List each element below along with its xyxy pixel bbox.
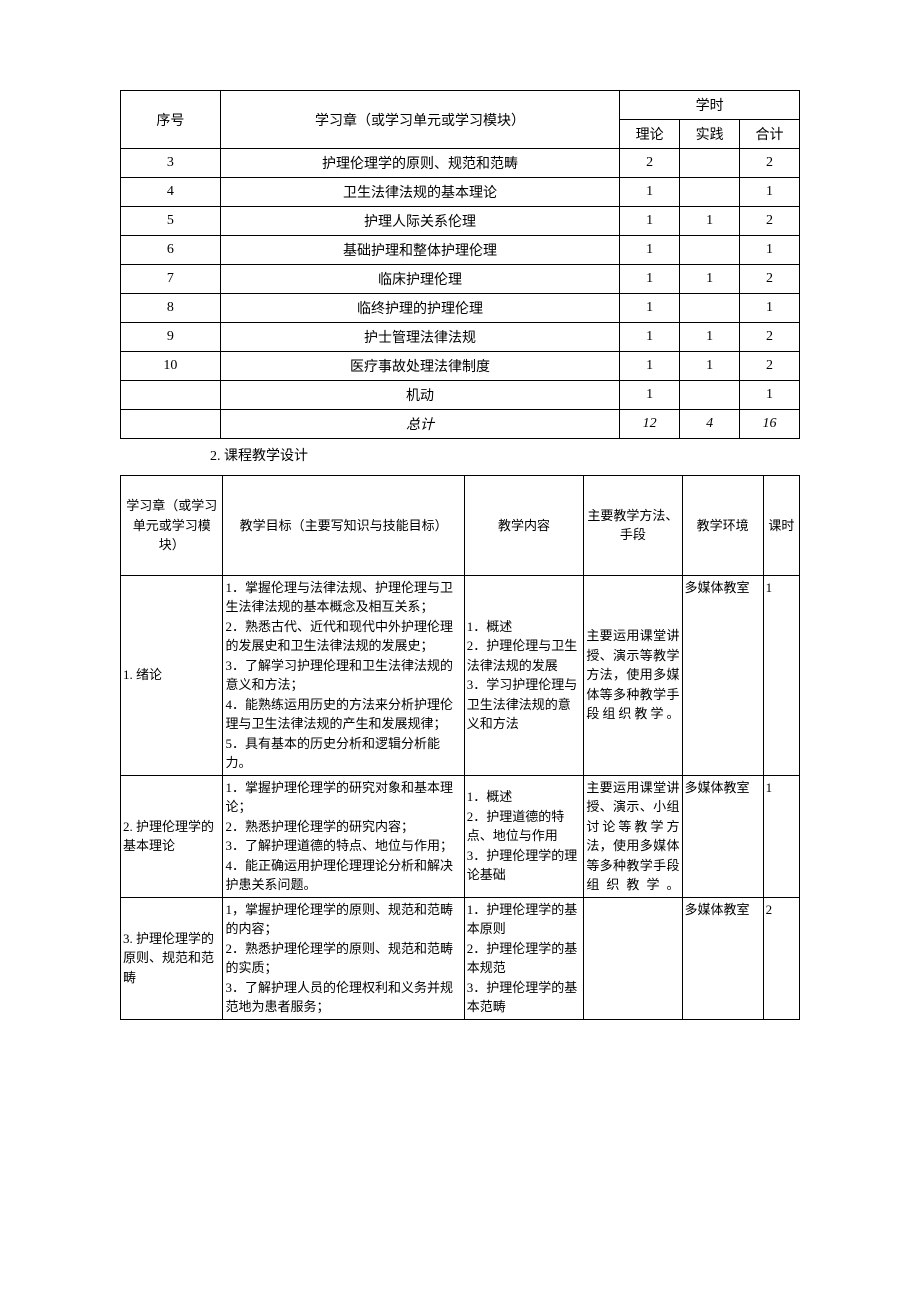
- cell-c6: 2: [763, 897, 799, 1019]
- cell-theory: 1: [620, 352, 680, 381]
- cell-total: 2: [740, 352, 800, 381]
- cell-c6: 1: [763, 775, 799, 897]
- cell-seq: 6: [121, 236, 221, 265]
- cell-theory: 1: [620, 294, 680, 323]
- table-row: 6基础护理和整体护理伦理11: [121, 236, 800, 265]
- cell-total: 1: [740, 381, 800, 410]
- total-theory: 12: [620, 410, 680, 439]
- cell-total: 2: [740, 323, 800, 352]
- cell-total: 2: [740, 207, 800, 236]
- hours-table: 序号 学习章（或学习单元或学习模块） 学时 理论 实践 合计 3护理伦理学的原则…: [120, 90, 800, 439]
- total-seq: [121, 410, 221, 439]
- cell-c3: 1．护理伦理学的基本原则 2．护理伦理学的基本规范 3．护理伦理学的基本范畴: [464, 897, 584, 1019]
- cell-chapter: 护理伦理学的原则、规范和范畴: [220, 149, 619, 178]
- t2-h1: 学习章（或学习单元或学习模块）: [121, 476, 223, 576]
- table-row: 9护士管理法律法规112: [121, 323, 800, 352]
- cell-total: 1: [740, 236, 800, 265]
- cell-c3: 1．概述 2．护理道德的特点、地位与作用 3．护理伦理学的理论基础: [464, 775, 584, 897]
- cell-seq: 8: [121, 294, 221, 323]
- section-heading: 2. 课程教学设计: [120, 439, 800, 475]
- cell-c1: 3. 护理伦理学的原则、规范和范畴: [121, 897, 223, 1019]
- design-row: 3. 护理伦理学的原则、规范和范畴1，掌握护理伦理学的原则、规范和范畴的内容； …: [121, 897, 800, 1019]
- cell-total: 2: [740, 149, 800, 178]
- total-chapter: 总计: [220, 410, 619, 439]
- design-row: 2. 护理伦理学的基本理论1．掌握护理伦理学的研究对象和基本理论； 2．熟悉护理…: [121, 775, 800, 897]
- cell-practice: 1: [680, 323, 740, 352]
- table-row: 8临终护理的护理伦理11: [121, 294, 800, 323]
- cell-chapter: 卫生法律法规的基本理论: [220, 178, 619, 207]
- cell-total: 1: [740, 178, 800, 207]
- t2-h4: 主要教学方法、手段: [584, 476, 682, 576]
- cell-theory: 2: [620, 149, 680, 178]
- cell-practice: [680, 294, 740, 323]
- cell-c2: 1．掌握伦理与法律法规、护理伦理与卫生法律法规的基本概念及相互关系； 2．熟悉古…: [223, 575, 464, 775]
- cell-chapter: 临终护理的护理伦理: [220, 294, 619, 323]
- cell-c4: 主要运用课堂讲授、演示、小组讨论等教学方法，使用多媒体等多种教学手段组织教学。: [584, 775, 682, 897]
- cell-chapter: 临床护理伦理: [220, 265, 619, 294]
- cell-practice: 1: [680, 207, 740, 236]
- cell-seq: 7: [121, 265, 221, 294]
- cell-c5: 多媒体教室: [682, 575, 763, 775]
- cell-seq: [121, 381, 221, 410]
- th-seq: 序号: [121, 91, 221, 149]
- cell-c3: 1．概述 2．护理伦理与卫生法律法规的发展 3．学习护理伦理与卫生法律法规的意义…: [464, 575, 584, 775]
- th-hours: 学时: [620, 91, 800, 120]
- th-chapter: 学习章（或学习单元或学习模块）: [220, 91, 619, 149]
- cell-total: 2: [740, 265, 800, 294]
- cell-c1: 1. 绪论: [121, 575, 223, 775]
- cell-seq: 9: [121, 323, 221, 352]
- th-total: 合计: [740, 120, 800, 149]
- cell-c2: 1．掌握护理伦理学的研究对象和基本理论； 2．熟悉护理伦理学的研究内容； 3．了…: [223, 775, 464, 897]
- cell-c4: [584, 897, 682, 1019]
- cell-practice: [680, 236, 740, 265]
- table-row: 机动11: [121, 381, 800, 410]
- cell-practice: [680, 149, 740, 178]
- th-practice: 实践: [680, 120, 740, 149]
- t2-h2: 教学目标（主要写知识与技能目标）: [223, 476, 464, 576]
- t2-h6: 课时: [763, 476, 799, 576]
- table-row: 4卫生法律法规的基本理论11: [121, 178, 800, 207]
- cell-total: 1: [740, 294, 800, 323]
- cell-theory: 1: [620, 265, 680, 294]
- cell-c1: 2. 护理伦理学的基本理论: [121, 775, 223, 897]
- cell-c5: 多媒体教室: [682, 897, 763, 1019]
- cell-c2: 1，掌握护理伦理学的原则、规范和范畴的内容； 2．熟悉护理伦理学的原则、规范和范…: [223, 897, 464, 1019]
- cell-theory: 1: [620, 236, 680, 265]
- t2-h3: 教学内容: [464, 476, 584, 576]
- cell-c6: 1: [763, 575, 799, 775]
- cell-chapter: 医疗事故处理法律制度: [220, 352, 619, 381]
- total-practice: 4: [680, 410, 740, 439]
- table-row: 5护理人际关系伦理112: [121, 207, 800, 236]
- cell-seq: 5: [121, 207, 221, 236]
- design-table: 学习章（或学习单元或学习模块） 教学目标（主要写知识与技能目标） 教学内容 主要…: [120, 475, 800, 1020]
- cell-chapter: 基础护理和整体护理伦理: [220, 236, 619, 265]
- cell-theory: 1: [620, 207, 680, 236]
- cell-practice: [680, 381, 740, 410]
- total-total: 16: [740, 410, 800, 439]
- th-theory: 理论: [620, 120, 680, 149]
- cell-chapter: 护理人际关系伦理: [220, 207, 619, 236]
- cell-seq: 10: [121, 352, 221, 381]
- cell-chapter: 护士管理法律法规: [220, 323, 619, 352]
- cell-chapter: 机动: [220, 381, 619, 410]
- design-row: 1. 绪论1．掌握伦理与法律法规、护理伦理与卫生法律法规的基本概念及相互关系； …: [121, 575, 800, 775]
- cell-practice: 1: [680, 265, 740, 294]
- cell-theory: 1: [620, 178, 680, 207]
- table-row: 10医疗事故处理法律制度112: [121, 352, 800, 381]
- cell-c4: 主要运用课堂讲授、演示等教学方法，使用多媒体等多种教学手段组织教学。: [584, 575, 682, 775]
- cell-theory: 1: [620, 323, 680, 352]
- cell-seq: 4: [121, 178, 221, 207]
- cell-seq: 3: [121, 149, 221, 178]
- table-row: 3护理伦理学的原则、规范和范畴22: [121, 149, 800, 178]
- table-row: 7临床护理伦理112: [121, 265, 800, 294]
- cell-c5: 多媒体教室: [682, 775, 763, 897]
- cell-theory: 1: [620, 381, 680, 410]
- cell-practice: 1: [680, 352, 740, 381]
- cell-practice: [680, 178, 740, 207]
- t2-h5: 教学环境: [682, 476, 763, 576]
